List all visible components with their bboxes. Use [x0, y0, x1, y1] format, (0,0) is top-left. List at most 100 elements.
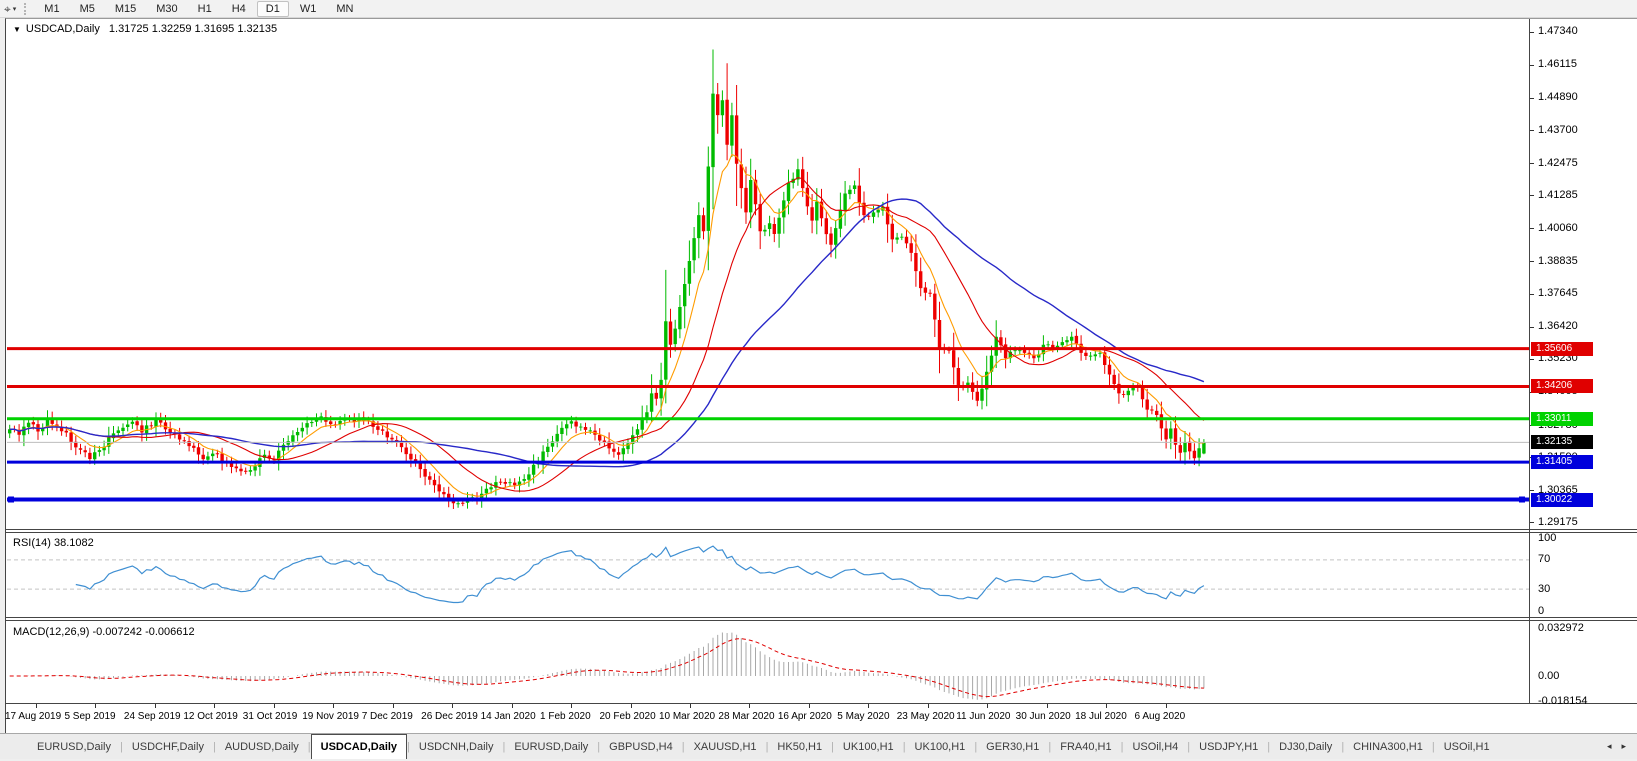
line-handle-left[interactable] [8, 496, 14, 503]
tab-audusd-daily[interactable]: AUDUSD,Daily [224, 740, 299, 753]
time-axis-label: 31 Oct 2019 [242, 711, 298, 722]
tab-eurusd-daily[interactable]: EURUSD,Daily [37, 740, 111, 753]
tab-usdcnh-daily[interactable]: USDCNH,Daily [418, 740, 494, 753]
price-axis-tick [1530, 261, 1534, 263]
symbol-period-label: USDCAD,Daily [25, 23, 100, 35]
ma-line-45[interactable] [9, 198, 1205, 468]
panel-splitter[interactable] [5, 529, 1637, 530]
tab-fra40-h1[interactable]: FRA40,H1 [1060, 740, 1112, 753]
timeframe-button-h1[interactable]: H1 [197, 2, 212, 15]
price-axis-tick-label: 1.38835 [1538, 254, 1578, 267]
price-tag-1.35606: 1.35606 [1531, 341, 1593, 356]
timeframe-button-m5[interactable]: M5 [79, 2, 95, 15]
time-axis-label: 20 Feb 2020 [599, 711, 656, 722]
time-axis-label: 14 Jan 2020 [480, 711, 536, 722]
timeframe-button-mn[interactable]: MN [336, 2, 354, 15]
time-axis-label: 10 Mar 2020 [658, 711, 716, 722]
tab-separator: | [1431, 740, 1435, 753]
tab-usdjpy-h1[interactable]: USDJPY,H1 [1199, 740, 1259, 753]
tab-xauusd-h1[interactable]: XAUUSD,H1 [693, 740, 757, 753]
time-axis-label: 1 Feb 2020 [540, 711, 591, 722]
tab-separator: | [1341, 740, 1345, 753]
time-axis-label: 16 Apr 2020 [777, 711, 832, 722]
chart-tab-bar: EURUSD,Daily | USDCHF,Daily | AUDUSD,Daily | U… [0, 733, 1637, 759]
timeframe-button-d1[interactable]: D1 [256, 0, 289, 17]
time-axis-label: 5 Sep 2019 [64, 711, 116, 722]
tab-usdchf-daily[interactable]: USDCHF,Daily [131, 740, 204, 753]
time-axis-tick [1165, 704, 1167, 708]
time-axis-tick [630, 704, 632, 708]
panel-splitter[interactable] [5, 620, 1637, 621]
scroll-right-arrow-icon[interactable]: ▸ [1621, 741, 1626, 751]
rsi-axis-tick-label: 100 [1538, 531, 1557, 544]
current-price-tag: 1.32135 [1531, 435, 1593, 450]
tab-separator: | [212, 740, 216, 753]
macd-axis-tick-label: 0.032972 [1538, 621, 1584, 634]
price-axis-tick [1530, 326, 1534, 328]
chevron-down-icon: ▾ [12, 5, 17, 13]
time-axis-tick [333, 704, 335, 708]
timeframe-button-m15[interactable]: M15 [114, 2, 137, 15]
time-axis-tick [95, 704, 97, 708]
price-axis-tick-label: 1.44890 [1538, 91, 1578, 104]
macd-canvas[interactable] [7, 621, 1529, 703]
ma-line-8[interactable] [9, 153, 1204, 497]
timeframe-button-m1[interactable]: M1 [44, 2, 60, 15]
rsi-canvas[interactable] [7, 533, 1529, 617]
timeframe-button-h4[interactable]: H4 [231, 2, 246, 15]
price-tag-1.33011: 1.33011 [1531, 411, 1593, 426]
price-axis-tick-label: 1.43700 [1538, 123, 1578, 136]
timeframe-toolbar: ⌖ ▾ M1 M5 M15 M30 H1 H4 D1 W1 MN [0, 0, 1637, 18]
tab-hk50-h1[interactable]: HK50,H1 [777, 740, 823, 753]
panel-splitter[interactable] [5, 532, 1637, 533]
rsi-indicator-label: RSI(14) 38.1082 [13, 537, 94, 549]
chart-window [5, 18, 1637, 733]
price-axis-tick [1530, 130, 1534, 132]
tab-china300-h1[interactable]: CHINA300,H1 [1353, 740, 1423, 753]
tab-eurusd-daily[interactable]: EURUSD,Daily [514, 740, 589, 753]
tab-usoil-h1[interactable]: USOil,H1 [1443, 740, 1490, 753]
time-axis-tick [1106, 704, 1108, 708]
timeframe-buttons: M1 M5 M15 M30 H1 H4 D1 W1 MN [34, 0, 363, 17]
price-axis-tick [1530, 64, 1534, 66]
price-axis-tick-label: 1.47340 [1538, 25, 1578, 38]
tab-ger30-h1[interactable]: GER30,H1 [986, 740, 1040, 753]
tab-dj30-daily[interactable]: DJ30,Daily [1279, 740, 1333, 753]
tab-separator: | [307, 740, 311, 753]
time-axis-tick [452, 704, 454, 708]
panel-splitter[interactable] [5, 617, 1637, 618]
line-handle-right[interactable] [1519, 496, 1525, 503]
crosshair-tool-button[interactable]: ⌖ ▾ [0, 1, 20, 17]
price-axis-tick [1530, 31, 1534, 33]
timeframe-button-m30[interactable]: M30 [156, 2, 178, 15]
tab-gbpusd-h4[interactable]: GBPUSD,H4 [609, 740, 673, 753]
time-axis-label: 11 Jun 2020 [956, 711, 1011, 722]
tab-uk100-h1[interactable]: UK100,H1 [842, 740, 894, 753]
price-tag-1.30022: 1.30022 [1531, 492, 1593, 507]
tab-separator: | [119, 740, 123, 753]
tab-usdcad-daily[interactable]: USDCAD,Daily [310, 734, 408, 759]
timeframe-button-w1[interactable]: W1 [299, 2, 317, 15]
tab-separator: | [902, 740, 906, 753]
rsi-axis-tick-label: 0 [1538, 604, 1545, 617]
price-axis-tick-label: 1.42475 [1538, 156, 1578, 169]
time-axis-tick [511, 704, 513, 708]
tab-usoil-h4[interactable]: USOil,H4 [1132, 740, 1179, 753]
rsi-axis-tick-label: 30 [1538, 582, 1551, 595]
time-axis-tick [392, 704, 394, 708]
toolbar-grip-handle[interactable] [24, 2, 28, 15]
scroll-left-arrow-icon[interactable]: ◂ [1606, 741, 1612, 751]
tab-uk100-h1[interactable]: UK100,H1 [914, 740, 966, 753]
time-axis-label: 12 Oct 2019 [183, 711, 238, 722]
time-axis-label: 5 May 2020 [837, 711, 890, 722]
price-axis-tick-label: 1.46115 [1538, 58, 1577, 71]
price-chart-canvas[interactable] [7, 19, 1529, 529]
collapse-triangle-icon[interactable]: ▼ [13, 24, 21, 34]
tab-separator: | [1120, 740, 1124, 753]
tab-scroll-arrows: ◂ ▸ [1602, 734, 1637, 759]
time-axis-border [5, 703, 1637, 704]
time-axis-label: 6 Aug 2020 [1134, 711, 1186, 722]
price-axis-tick [1530, 522, 1534, 524]
macd-histogram [18, 632, 1205, 700]
time-axis-label: 17 Aug 2019 [5, 711, 62, 722]
